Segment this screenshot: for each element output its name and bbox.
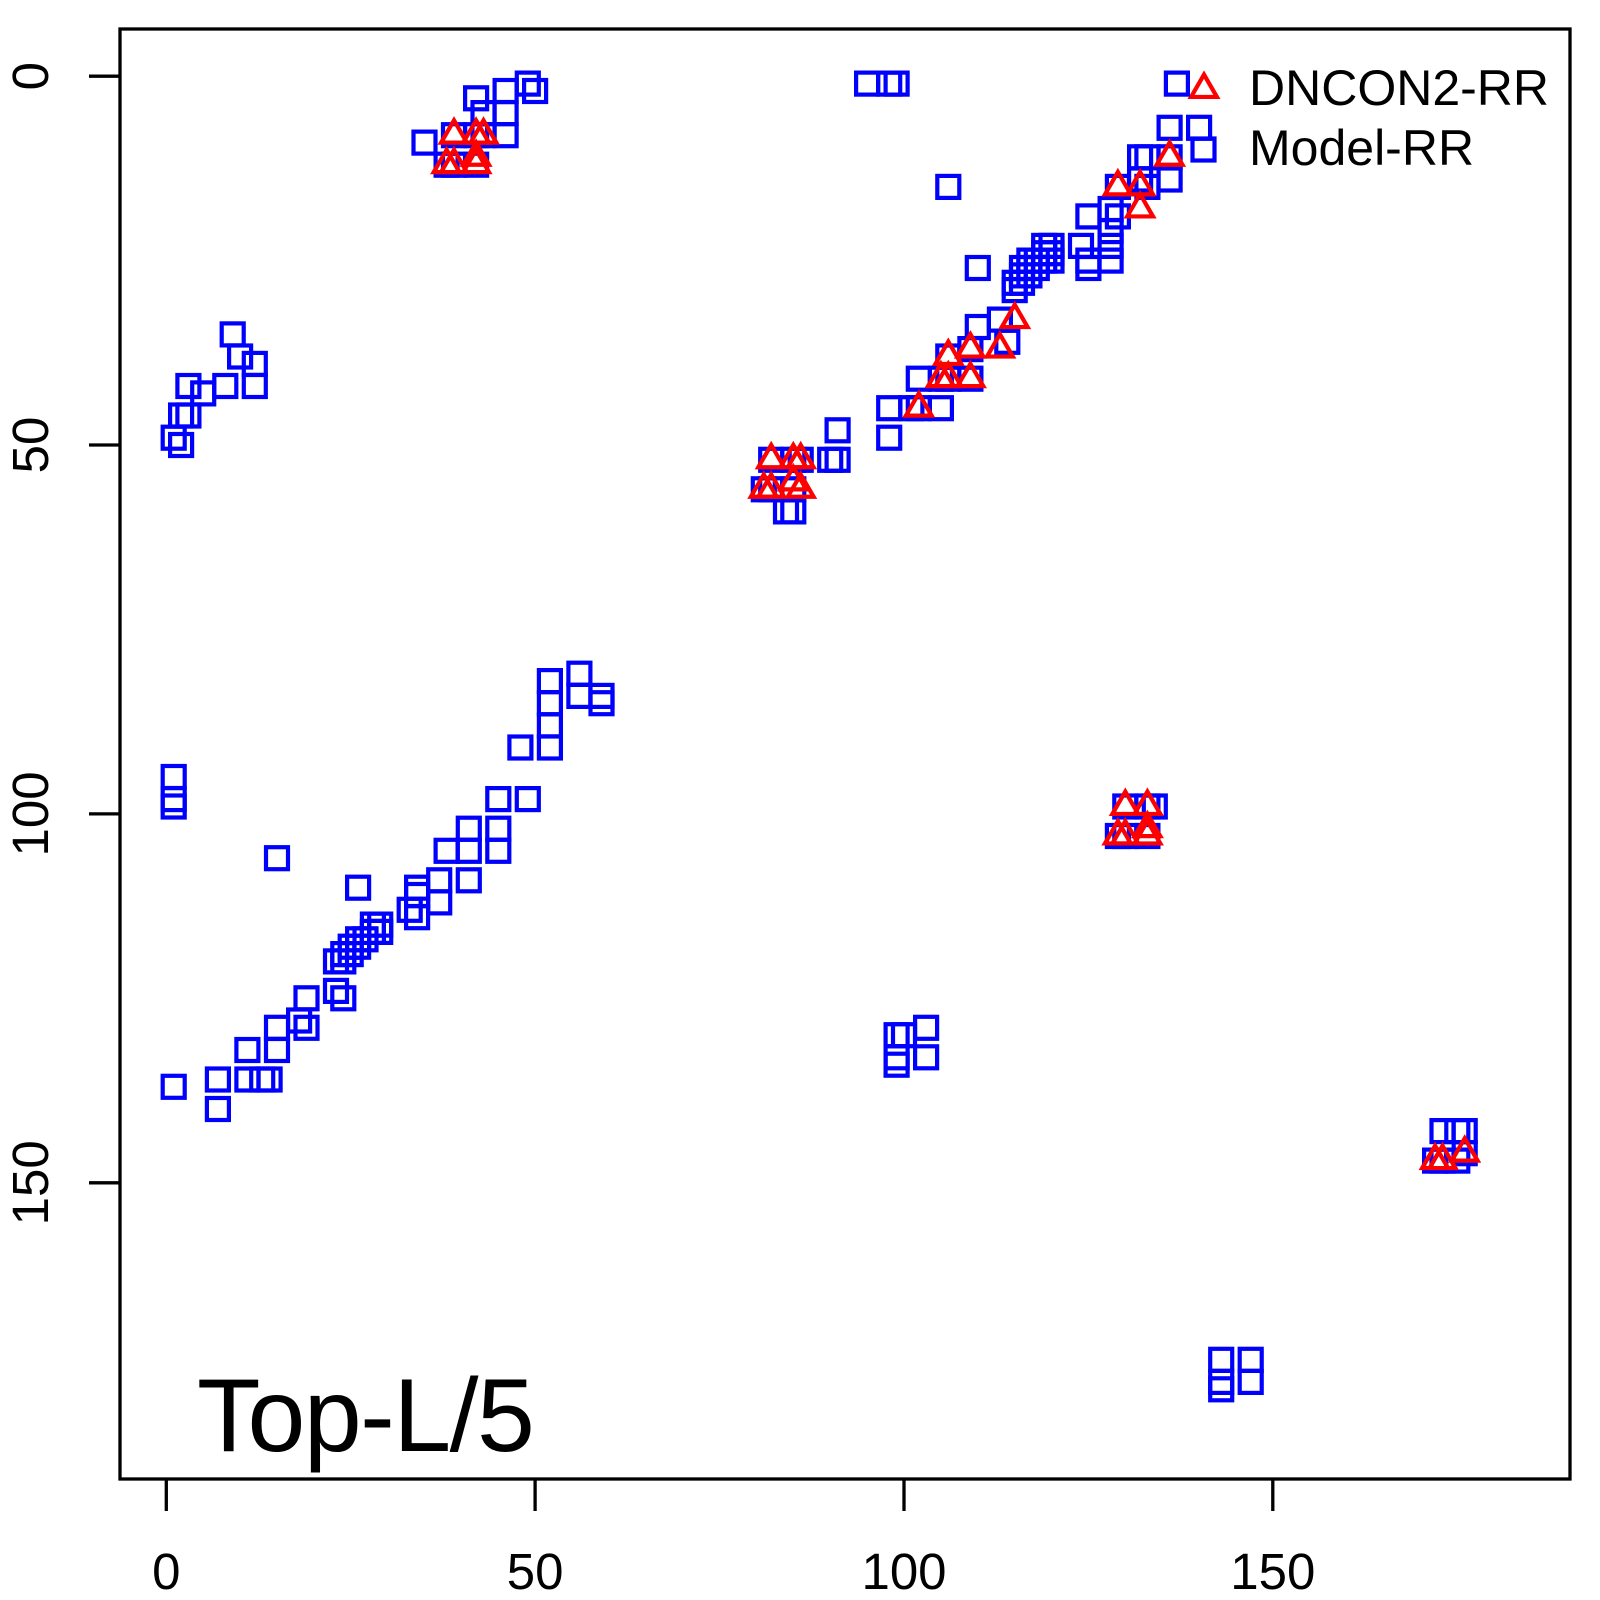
- svg-text:50: 50: [507, 1543, 564, 1600]
- svg-text:50: 50: [2, 417, 59, 474]
- svg-text:100: 100: [2, 771, 59, 856]
- svg-text:DNCON2-RR: DNCON2-RR: [1249, 60, 1549, 116]
- svg-text:150: 150: [2, 1140, 59, 1225]
- svg-text:Model-RR: Model-RR: [1249, 120, 1474, 176]
- svg-text:100: 100: [861, 1543, 946, 1600]
- svg-text:Top-L/5: Top-L/5: [197, 1358, 533, 1474]
- svg-text:0: 0: [2, 62, 59, 90]
- svg-text:0: 0: [152, 1543, 180, 1600]
- svg-text:150: 150: [1230, 1543, 1315, 1600]
